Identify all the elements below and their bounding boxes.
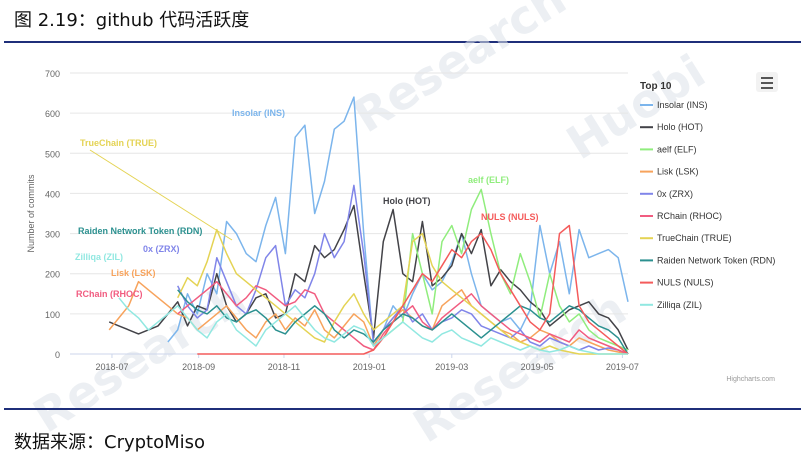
series-annotation: Raiden Network Token (RDN) [78,226,202,236]
legend-item: Lisk (LSK) [657,167,699,177]
y-tick-label: 200 [45,270,60,280]
data-source: 数据来源：CryptoMiso [14,432,206,453]
legend-item: TrueChain (TRUE) [657,233,732,243]
legend-item: aelf (ELF) [657,144,697,154]
y-tick-label: 100 [45,310,60,320]
x-tick-label: 2018-11 [268,362,300,372]
y-tick-label: 400 [45,189,60,199]
x-tick-label: 2019-03 [435,362,468,372]
legend-item: Raiden Network Token (RDN) [657,255,775,265]
figure-title: 图 2.19：github 代码活跃度 [14,10,250,31]
y-tick-label: 300 [45,230,60,240]
series-annotation: RChain (RHOC) [76,289,143,299]
chart-menu-button[interactable] [756,72,778,92]
series-annotation: Lisk (LSK) [111,268,156,278]
legend-item: Insolar (INS) [657,100,708,110]
x-tick-label: 2018-07 [95,362,128,372]
legend-item: NULS (NULS) [657,278,714,288]
series-line-0 [167,96,629,347]
series-annotation: aelf (ELF) [468,175,509,185]
y-axis-title: Number of commits [26,174,36,253]
y-tick-label: 500 [45,149,60,159]
bottom-divider [4,408,801,410]
series-line-9 [118,297,628,355]
series-line-7 [177,289,629,355]
legend-item: Zilliqa (ZIL) [657,300,702,310]
credits-label: Highcharts.com [726,376,775,383]
y-tick-label: 600 [45,109,60,119]
legend-title: Top 10 [640,81,672,92]
menu-icon [761,77,773,79]
series-annotation: TrueChain (TRUE) [80,138,157,148]
y-tick-label: 0 [55,350,60,360]
legend-item: Holo (HOT) [657,122,703,132]
top-divider [4,41,801,43]
legend-item: 0x (ZRX) [657,189,693,199]
series-annotation: Insolar (INS) [232,108,285,118]
series-annotation: 0x (ZRX) [143,244,180,254]
legend-item: RChain (RHOC) [657,211,722,221]
x-tick-label: 2018-09 [182,362,215,372]
series-annotation: Zilliqa (ZIL) [75,252,123,262]
x-tick-label: 2019-05 [521,362,554,372]
series-line-8 [197,224,629,355]
y-tick-label: 700 [45,69,60,79]
series-annotation: Holo (HOT) [383,196,431,206]
annotation-connector [89,149,233,241]
series-annotation: NULS (NULS) [481,212,539,222]
x-tick-label: 2019-07 [606,362,639,372]
x-tick-label: 2019-01 [353,362,386,372]
